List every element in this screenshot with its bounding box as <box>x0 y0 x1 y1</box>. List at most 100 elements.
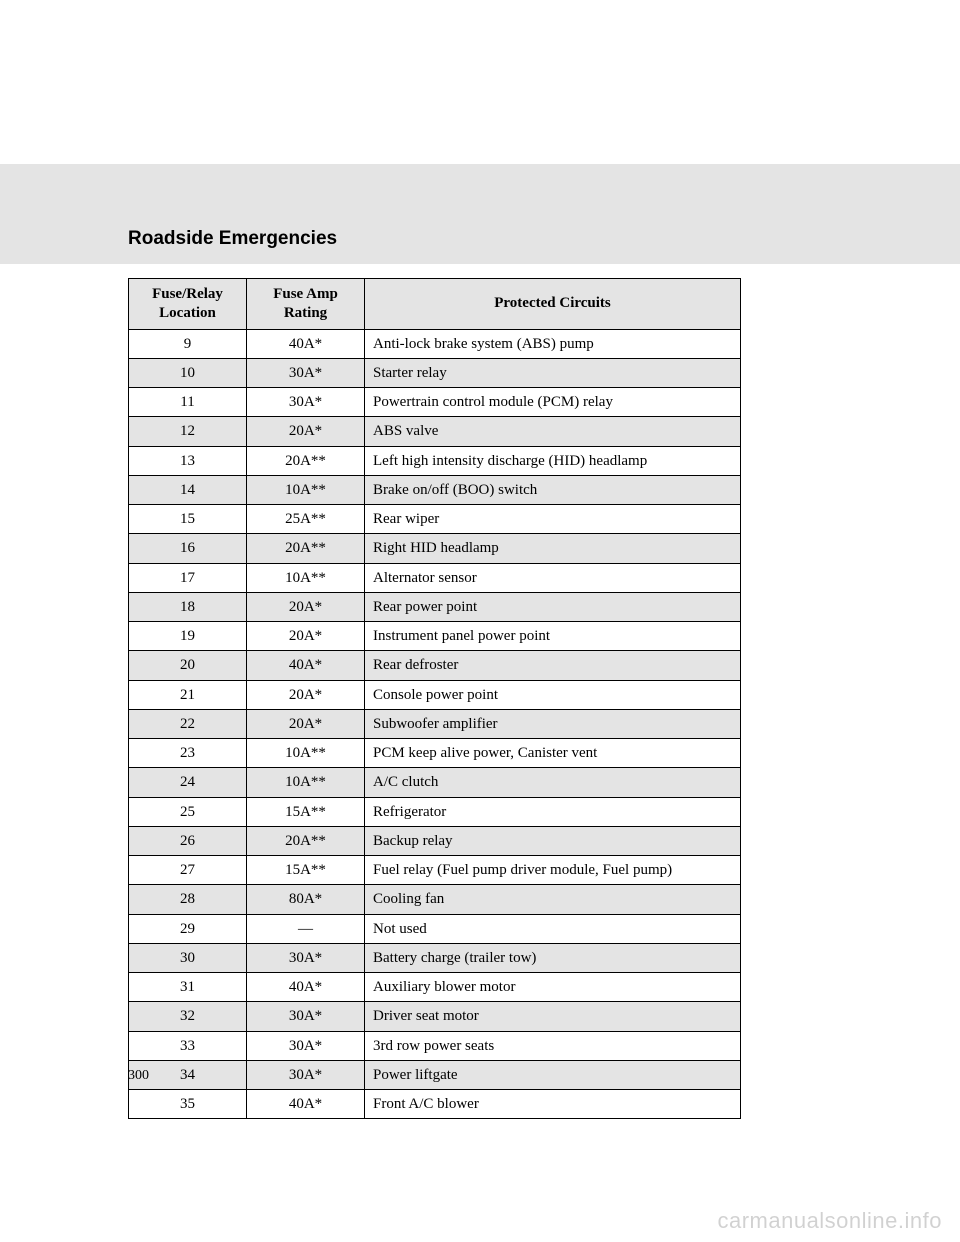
cell-location: 24 <box>129 768 247 797</box>
table-row: 1920A*Instrument panel power point <box>129 622 741 651</box>
cell-circuits: Cooling fan <box>365 885 741 914</box>
table-row: 2715A**Fuel relay (Fuel pump driver modu… <box>129 856 741 885</box>
col-header-circuits: Protected Circuits <box>365 279 741 330</box>
cell-circuits: Right HID headlamp <box>365 534 741 563</box>
table-row: 2410A**A/C clutch <box>129 768 741 797</box>
table-row: 3030A*Battery charge (trailer tow) <box>129 943 741 972</box>
cell-circuits: Auxiliary blower motor <box>365 973 741 1002</box>
col-header-circuits-line1: Protected Circuits <box>494 295 611 311</box>
cell-amp: 20A** <box>247 446 365 475</box>
table-row: 2120A*Console power point <box>129 680 741 709</box>
col-header-amp: Fuse Amp Rating <box>247 279 365 330</box>
table-row: 1030A*Starter relay <box>129 358 741 387</box>
cell-circuits: Power liftgate <box>365 1060 741 1089</box>
cell-amp: — <box>247 914 365 943</box>
cell-location: 20 <box>129 651 247 680</box>
cell-amp: 40A* <box>247 329 365 358</box>
cell-circuits: Battery charge (trailer tow) <box>365 943 741 972</box>
cell-circuits: Brake on/off (BOO) switch <box>365 475 741 504</box>
cell-location: 22 <box>129 709 247 738</box>
cell-circuits: Alternator sensor <box>365 563 741 592</box>
table-row: 3540A*Front A/C blower <box>129 1090 741 1119</box>
col-header-amp-line1: Fuse Amp <box>273 286 338 302</box>
table-row: 940A*Anti-lock brake system (ABS) pump <box>129 329 741 358</box>
watermark-text: carmanualsonline.info <box>717 1208 942 1234</box>
cell-amp: 10A** <box>247 475 365 504</box>
cell-amp: 80A* <box>247 885 365 914</box>
cell-location: 18 <box>129 592 247 621</box>
cell-circuits: Starter relay <box>365 358 741 387</box>
cell-amp: 30A* <box>247 943 365 972</box>
cell-amp: 15A** <box>247 797 365 826</box>
cell-circuits: ABS valve <box>365 417 741 446</box>
cell-amp: 30A* <box>247 1002 365 1031</box>
cell-amp: 20A** <box>247 826 365 855</box>
table-row: 1620A**Right HID headlamp <box>129 534 741 563</box>
col-header-location: Fuse/Relay Location <box>129 279 247 330</box>
cell-amp: 20A** <box>247 534 365 563</box>
table-row: 1410A**Brake on/off (BOO) switch <box>129 475 741 504</box>
table-row: 1525A**Rear wiper <box>129 505 741 534</box>
table-row: 2620A**Backup relay <box>129 826 741 855</box>
col-header-location-line2: Location <box>159 305 216 321</box>
cell-circuits: Console power point <box>365 680 741 709</box>
cell-location: 27 <box>129 856 247 885</box>
cell-circuits: Rear power point <box>365 592 741 621</box>
cell-amp: 10A** <box>247 563 365 592</box>
cell-amp: 20A* <box>247 622 365 651</box>
cell-location: 23 <box>129 739 247 768</box>
table-row: 1820A*Rear power point <box>129 592 741 621</box>
cell-location: 35 <box>129 1090 247 1119</box>
table-row: 2515A**Refrigerator <box>129 797 741 826</box>
cell-location: 12 <box>129 417 247 446</box>
cell-amp: 30A* <box>247 388 365 417</box>
fuse-table-header: Fuse/Relay Location Fuse Amp Rating Prot… <box>129 279 741 330</box>
col-header-amp-line2: Rating <box>284 305 327 321</box>
cell-circuits: Rear wiper <box>365 505 741 534</box>
cell-location: 9 <box>129 329 247 358</box>
cell-amp: 30A* <box>247 358 365 387</box>
cell-amp: 25A** <box>247 505 365 534</box>
table-row: 1710A**Alternator sensor <box>129 563 741 592</box>
cell-location: 25 <box>129 797 247 826</box>
cell-location: 10 <box>129 358 247 387</box>
cell-circuits: Powertrain control module (PCM) relay <box>365 388 741 417</box>
cell-circuits: Refrigerator <box>365 797 741 826</box>
cell-circuits: Left high intensity discharge (HID) head… <box>365 446 741 475</box>
cell-circuits: Driver seat motor <box>365 1002 741 1031</box>
cell-amp: 30A* <box>247 1031 365 1060</box>
cell-circuits: Anti-lock brake system (ABS) pump <box>365 329 741 358</box>
cell-circuits: Instrument panel power point <box>365 622 741 651</box>
cell-amp: 10A** <box>247 768 365 797</box>
cell-amp: 30A* <box>247 1060 365 1089</box>
section-title: Roadside Emergencies <box>128 228 337 250</box>
table-row: 1320A**Left high intensity discharge (HI… <box>129 446 741 475</box>
manual-page: Roadside Emergencies Fuse/Relay Location… <box>0 0 960 1242</box>
cell-location: 19 <box>129 622 247 651</box>
cell-location: 17 <box>129 563 247 592</box>
cell-location: 16 <box>129 534 247 563</box>
cell-location: 15 <box>129 505 247 534</box>
cell-circuits: A/C clutch <box>365 768 741 797</box>
table-row: 2220A*Subwoofer amplifier <box>129 709 741 738</box>
cell-location: 31 <box>129 973 247 1002</box>
fuse-table-body: 940A*Anti-lock brake system (ABS) pump10… <box>129 329 741 1119</box>
table-row: 2310A**PCM keep alive power, Canister ve… <box>129 739 741 768</box>
table-row: 3140A*Auxiliary blower motor <box>129 973 741 1002</box>
cell-location: 29 <box>129 914 247 943</box>
cell-circuits: Fuel relay (Fuel pump driver module, Fue… <box>365 856 741 885</box>
cell-location: 28 <box>129 885 247 914</box>
table-row: 2040A*Rear defroster <box>129 651 741 680</box>
table-row: 3230A*Driver seat motor <box>129 1002 741 1031</box>
cell-amp: 40A* <box>247 973 365 1002</box>
cell-amp: 40A* <box>247 651 365 680</box>
table-row: 1130A*Powertrain control module (PCM) re… <box>129 388 741 417</box>
table-row: 3430A*Power liftgate <box>129 1060 741 1089</box>
cell-location: 32 <box>129 1002 247 1031</box>
col-header-location-line1: Fuse/Relay <box>152 286 223 302</box>
cell-amp: 20A* <box>247 592 365 621</box>
table-row: 3330A*3rd row power seats <box>129 1031 741 1060</box>
cell-location: 26 <box>129 826 247 855</box>
cell-location: 14 <box>129 475 247 504</box>
cell-location: 30 <box>129 943 247 972</box>
